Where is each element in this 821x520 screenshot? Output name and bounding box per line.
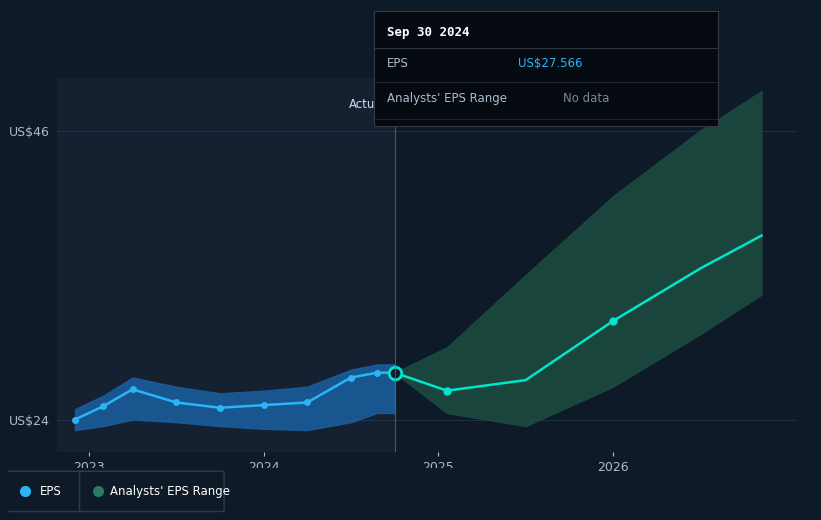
Bar xyxy=(57,78,395,452)
Text: Analysts' EPS Range: Analysts' EPS Range xyxy=(110,485,230,498)
Text: Sep 30 2024: Sep 30 2024 xyxy=(388,27,470,40)
Text: No data: No data xyxy=(563,92,609,105)
Text: US$27.566: US$27.566 xyxy=(518,57,583,70)
Text: Analysts Forecasts: Analysts Forecasts xyxy=(407,98,516,111)
FancyBboxPatch shape xyxy=(80,471,224,512)
Text: Actual: Actual xyxy=(349,98,386,111)
FancyBboxPatch shape xyxy=(6,471,85,512)
Text: Analysts' EPS Range: Analysts' EPS Range xyxy=(388,92,507,105)
Text: EPS: EPS xyxy=(388,57,409,70)
Text: EPS: EPS xyxy=(40,485,62,498)
